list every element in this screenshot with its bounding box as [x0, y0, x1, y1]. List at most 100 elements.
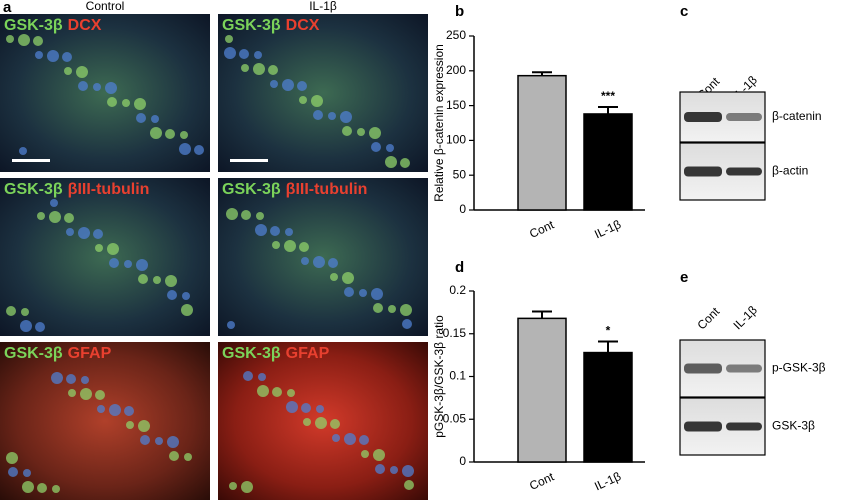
- blot-band: [726, 167, 762, 176]
- cell: [227, 321, 235, 329]
- cell: [344, 287, 354, 297]
- cell: [37, 212, 45, 220]
- cell: [241, 64, 249, 72]
- cell: [124, 260, 132, 268]
- cell: [6, 452, 18, 464]
- cell: [359, 435, 369, 445]
- cell: [375, 464, 385, 474]
- cell: [328, 112, 336, 120]
- cell: [402, 465, 414, 477]
- cell: [371, 142, 381, 152]
- micrograph: [0, 14, 210, 172]
- cell: [126, 421, 134, 429]
- cell: [390, 466, 398, 474]
- cell: [388, 305, 396, 313]
- cell: [37, 483, 47, 493]
- cell: [194, 145, 204, 155]
- cell: [52, 485, 60, 493]
- cell: [78, 227, 90, 239]
- cell: [95, 390, 105, 400]
- cell: [340, 111, 352, 123]
- cell: [357, 128, 365, 136]
- cell: [373, 303, 383, 313]
- stain-label: βIII-tubulin: [286, 181, 368, 198]
- cell: [134, 98, 146, 110]
- panel-label: d: [455, 259, 464, 276]
- cell: [256, 212, 264, 220]
- cell: [297, 81, 307, 91]
- cell: [180, 131, 188, 139]
- cell: [371, 288, 383, 300]
- image-label: GSK-3β βIII-tubulin: [222, 181, 367, 198]
- cell: [255, 224, 267, 236]
- band-label: β-catenin: [772, 109, 822, 123]
- cell: [272, 241, 280, 249]
- cell: [243, 371, 253, 381]
- y-tick-label: 0: [459, 454, 466, 468]
- cell: [66, 374, 76, 384]
- y-tick-label: 100: [446, 133, 466, 147]
- cell: [97, 405, 105, 413]
- cell: [315, 417, 327, 429]
- cell: [165, 275, 177, 287]
- stain-label: GFAP: [286, 345, 330, 362]
- cell: [272, 387, 282, 397]
- cell: [313, 110, 323, 120]
- cell: [107, 243, 119, 255]
- cell: [328, 258, 338, 268]
- panel-label: a: [3, 0, 12, 16]
- y-tick-label: 250: [446, 28, 466, 42]
- cell: [6, 35, 14, 43]
- marker-label: GSK-3β: [222, 345, 281, 362]
- cell: [47, 50, 59, 62]
- marker-label: GSK-3β: [222, 181, 281, 198]
- x-tick-label: Cont: [527, 469, 556, 493]
- cell: [239, 49, 249, 59]
- cell: [6, 306, 16, 316]
- x-tick-label: Cont: [527, 217, 556, 241]
- cell: [122, 99, 130, 107]
- image-label: GSK-3β GFAP: [4, 345, 112, 362]
- blot-band: [726, 364, 762, 373]
- cell: [285, 228, 293, 236]
- y-tick-label: 150: [446, 98, 466, 112]
- cell: [35, 51, 43, 59]
- cell: [8, 467, 18, 477]
- cell: [330, 273, 338, 281]
- cell: [35, 322, 45, 332]
- micrograph: [218, 14, 428, 172]
- cell: [64, 67, 72, 75]
- y-tick-label: 200: [446, 63, 466, 77]
- marker-label: GSK-3β: [4, 17, 63, 34]
- cell: [301, 257, 309, 265]
- cell: [361, 450, 369, 458]
- lane-label: Cont: [694, 304, 722, 332]
- image-label: GSK-3β GFAP: [222, 345, 330, 362]
- cell: [151, 115, 159, 123]
- cell: [284, 240, 296, 252]
- panel-label: c: [680, 3, 688, 20]
- cell: [286, 401, 298, 413]
- y-axis-label: Relative β-catenin expression: [432, 44, 446, 202]
- column-header: Control: [86, 0, 125, 13]
- marker-label: GSK-3β: [4, 345, 63, 362]
- blot-band: [726, 113, 762, 121]
- cell: [225, 35, 233, 43]
- cell: [301, 403, 311, 413]
- blot-band: [726, 422, 762, 431]
- bar: [517, 317, 567, 463]
- lane-label: IL-1β: [730, 303, 759, 332]
- band-label: p-GSK-3β: [772, 361, 826, 375]
- bar: [583, 113, 633, 211]
- cell: [342, 272, 354, 284]
- cell: [270, 80, 278, 88]
- cell: [342, 126, 352, 136]
- y-tick-label: 0: [459, 202, 466, 216]
- cell: [258, 373, 266, 381]
- cell: [330, 419, 340, 429]
- cell: [165, 129, 175, 139]
- blot-band: [684, 363, 722, 374]
- scale-bar: [12, 159, 50, 162]
- cell: [253, 63, 265, 75]
- cell: [385, 156, 397, 168]
